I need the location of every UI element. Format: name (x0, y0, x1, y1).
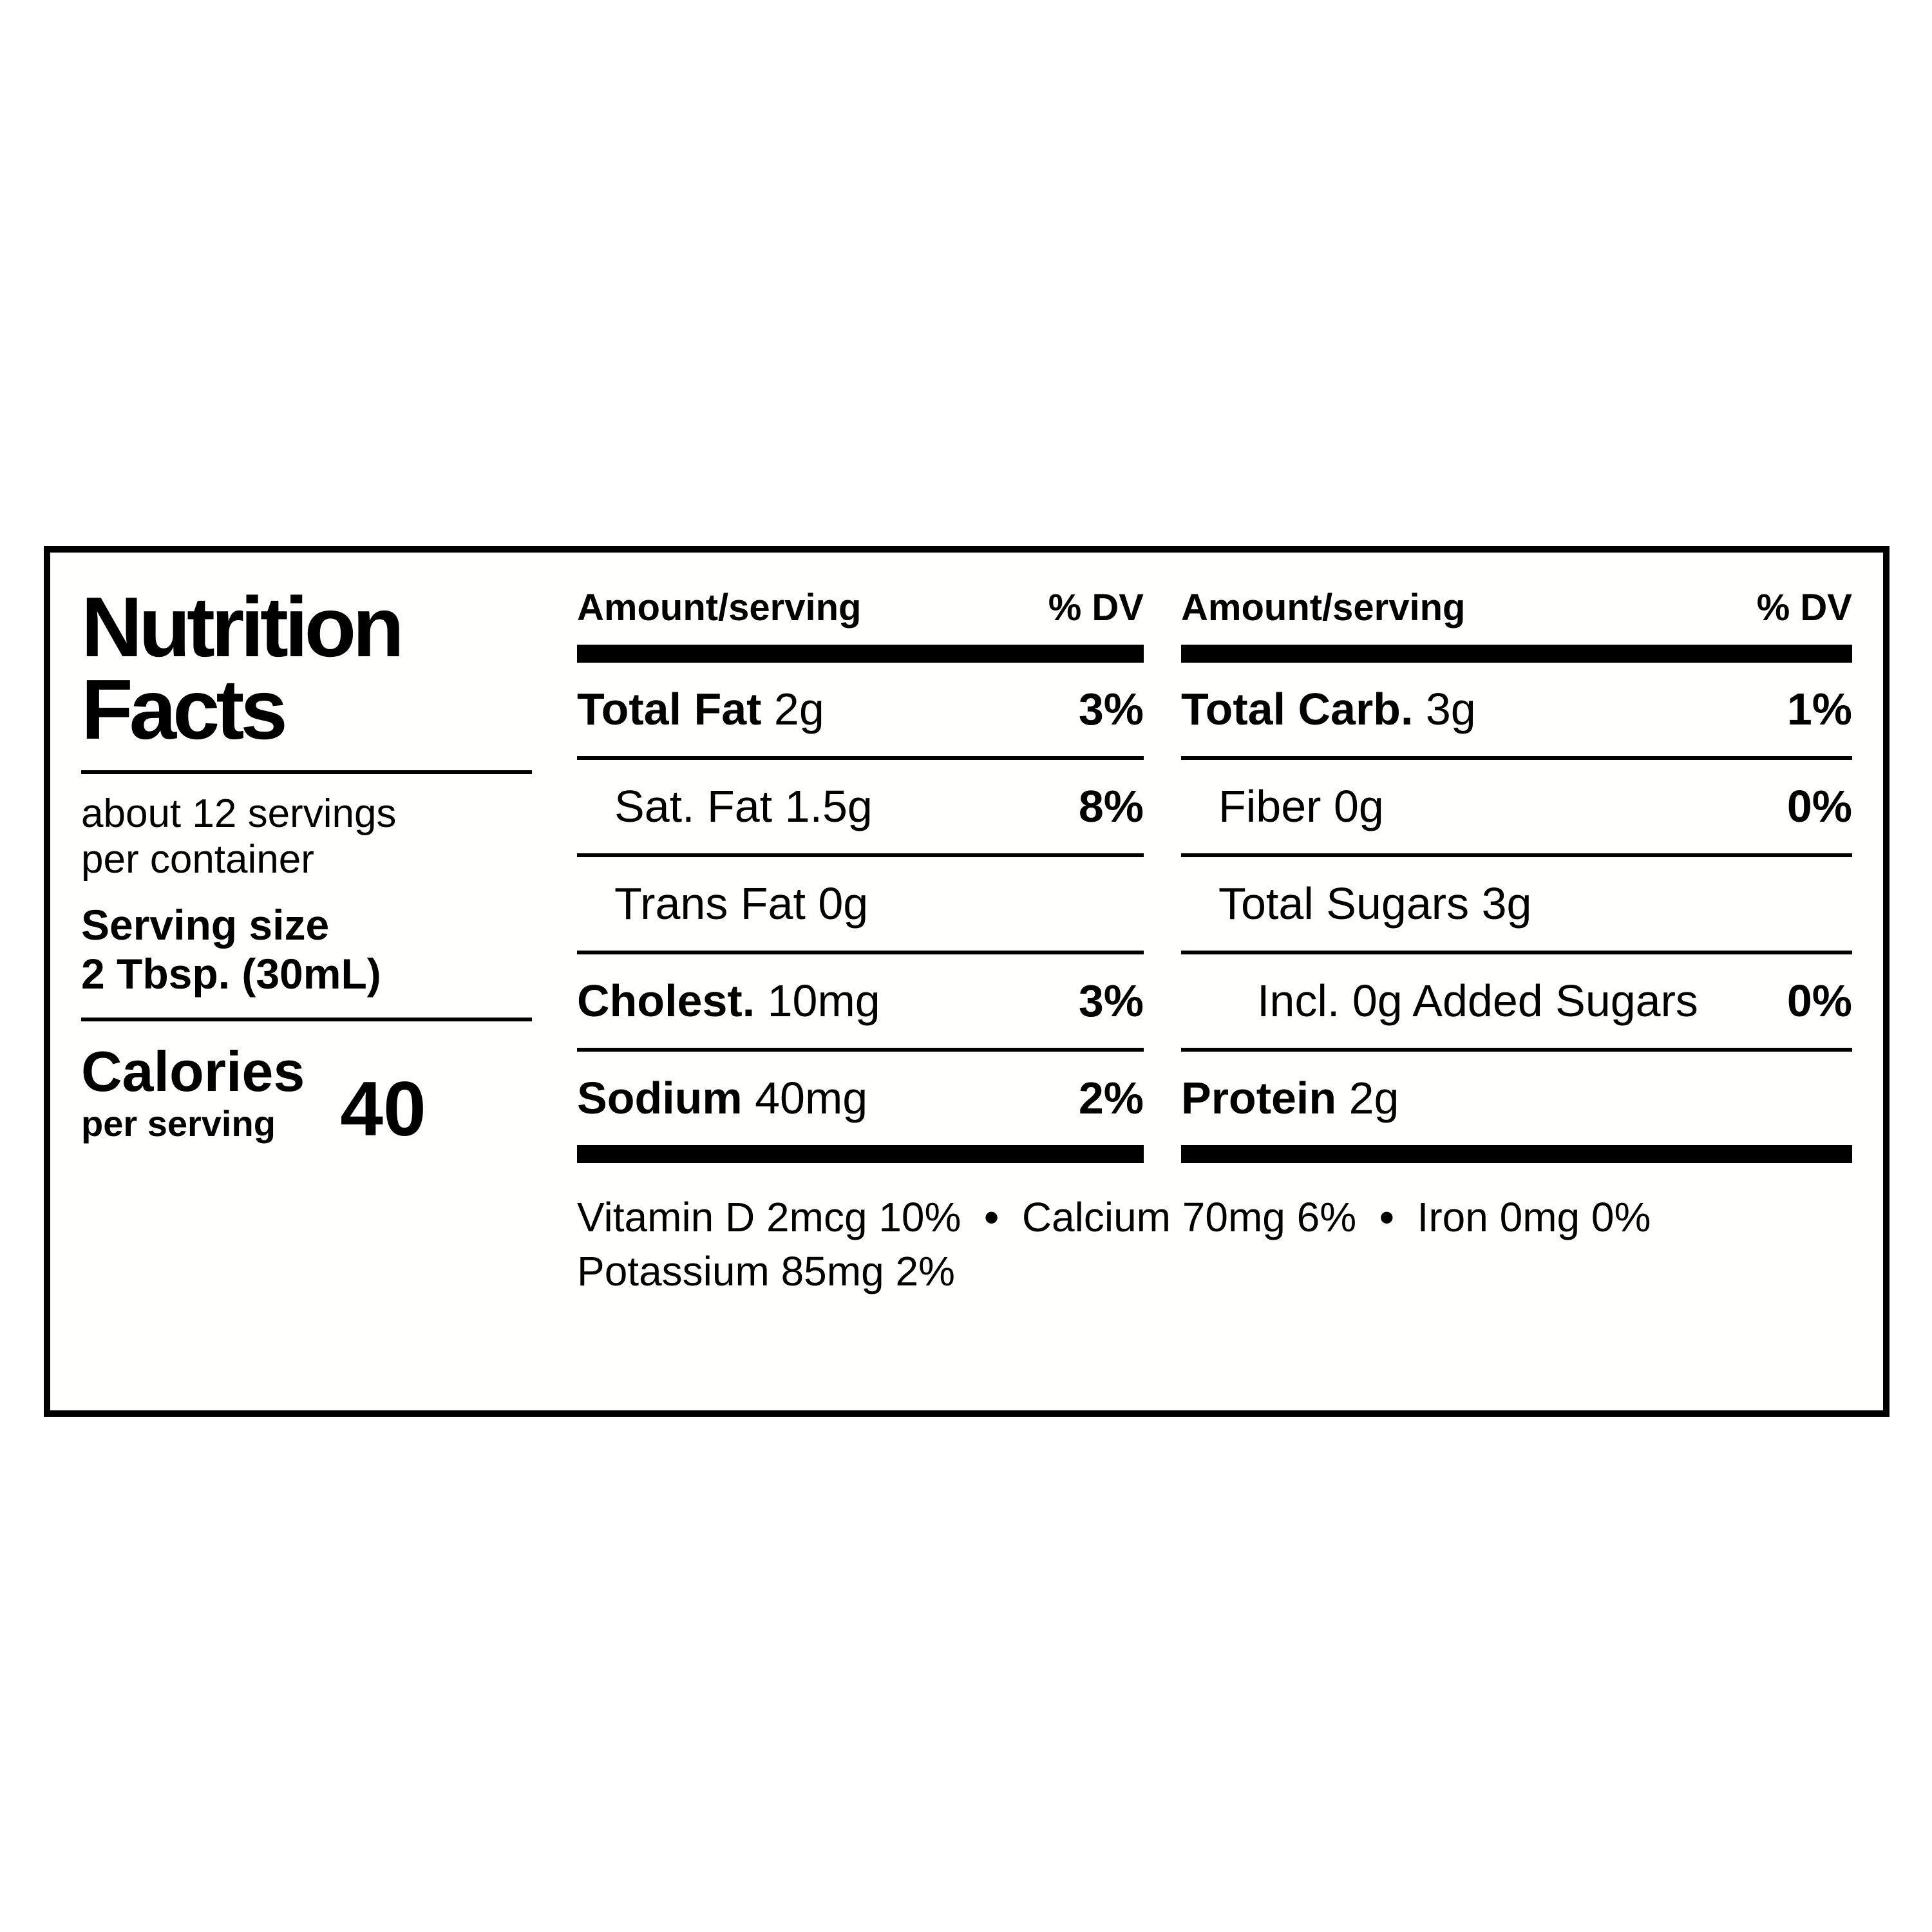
thick-bar-top-right (1181, 645, 1852, 663)
calories-section: Calories per serving 40 (81, 1043, 532, 1153)
row-sodium-text: Sodium 40mg (577, 1074, 867, 1123)
row-protein: Protein 2g (1181, 1048, 1852, 1145)
row-added-sugars: Incl. 0g Added Sugars 0% (1181, 951, 1852, 1048)
amount-serving-header: Amount/serving (1181, 587, 1466, 629)
nutrient-dv: 1% (1786, 684, 1852, 734)
calories-value: 40 (340, 1066, 426, 1153)
row-total-carb-text: Total Carb. 3g (1181, 685, 1476, 734)
row-total-carb: Total Carb. 3g 1% (1181, 663, 1852, 756)
row-fiber-text: Fiber 0g (1181, 782, 1384, 831)
nutrition-facts-title: Nutrition Facts (81, 585, 532, 752)
nutrient-name: Protein (1181, 1073, 1337, 1123)
bullet-separator: • (1379, 1194, 1394, 1240)
dv-header: % DV (1048, 587, 1144, 629)
nutrient-amount: 10mg (767, 976, 880, 1026)
bullet-separator: • (984, 1194, 999, 1240)
thick-bar-top-left (577, 645, 1144, 663)
micronutrients-line1: Vitamin D 2mcg 10% • Calcium 70mg 6% • Iron … (577, 1190, 1852, 1244)
nutrient-amount: 2g (773, 684, 824, 734)
nutrient-amount: 3g (1425, 684, 1476, 734)
nutrient-name: Total Fat (577, 684, 762, 734)
nutrient-dv: 3% (1078, 684, 1144, 734)
row-total-sugars: Total Sugars 3g (1181, 853, 1852, 951)
thick-bar-bottom-right (1181, 1145, 1852, 1163)
row-sat-fat: Sat. Fat 1.5g 8% (577, 756, 1144, 853)
row-total-fat-text: Total Fat 2g (577, 685, 824, 734)
micronutrients-line2: Potassium 85mg 2% (577, 1244, 1852, 1298)
potassium-value: Potassium 85mg 2% (577, 1248, 955, 1295)
nutrient-amount: 0g (818, 878, 869, 929)
row-sodium: Sodium 40mg 2% (577, 1048, 1144, 1145)
nutrient-rows-right: Total Carb. 3g 1% Fiber 0g 0% Total Suga… (1181, 663, 1852, 1145)
title-divider (81, 770, 532, 775)
nutrient-amount: 0g (1333, 781, 1384, 831)
amount-serving-header: Amount/serving (577, 587, 862, 629)
title-line1: Nutrition (81, 580, 404, 674)
nutrient-name: Trans Fat (614, 878, 806, 929)
row-cholesterol-text: Cholest. 10mg (577, 976, 880, 1026)
nutrient-amount: 3g (1481, 878, 1532, 929)
nutrient-dv: 0% (1786, 781, 1852, 831)
nutrient-name: Sodium (577, 1073, 743, 1123)
nutrient-columns: Amount/serving % DV Total Fat 2g 3% Sat.… (577, 586, 1852, 1163)
row-trans-fat-text: Trans Fat 0g (577, 879, 868, 929)
row-fiber: Fiber 0g 0% (1181, 756, 1852, 853)
nutrient-amount: 2g (1349, 1073, 1399, 1123)
servings-line1: about 12 servings (81, 791, 397, 837)
vitamin-d-value: Vitamin D 2mcg 10% (577, 1194, 961, 1240)
nutrient-amount: 40mg (755, 1073, 868, 1123)
row-protein-text: Protein 2g (1181, 1074, 1399, 1123)
row-cholesterol: Cholest. 10mg 3% (577, 951, 1144, 1048)
calories-divider (81, 1018, 532, 1022)
nutrient-dv: 3% (1078, 976, 1144, 1026)
nutrient-name: Total Carb. (1181, 684, 1414, 734)
nutrition-facts-label: Nutrition Facts about 12 servings per co… (44, 546, 1889, 1417)
serving-size-label: Serving size (81, 900, 330, 949)
row-total-sugars-text: Total Sugars 3g (1181, 879, 1531, 929)
nutrient-column-left: Amount/serving % DV Total Fat 2g 3% Sat.… (577, 586, 1144, 1163)
nutrient-dv: 2% (1078, 1073, 1144, 1123)
servings-line2: per container (81, 837, 314, 882)
serving-size-value: 2 Tbsp. (30mL) (81, 949, 381, 998)
serving-size: Serving size 2 Tbsp. (30mL) (81, 901, 532, 999)
column-header-right: Amount/serving % DV (1181, 586, 1852, 645)
nutrient-dv: 0% (1786, 976, 1852, 1026)
nutrient-name: Cholest. (577, 976, 755, 1026)
row-total-fat: Total Fat 2g 3% (577, 663, 1144, 756)
calcium-value: Calcium 70mg 6% (1021, 1194, 1357, 1240)
thick-bar-bottom-left (577, 1145, 1144, 1163)
calories-labels: Calories per serving (81, 1043, 305, 1144)
micronutrients-section: Vitamin D 2mcg 10% • Calcium 70mg 6% • Iron … (577, 1190, 1852, 1299)
label-main-panel: Amount/serving % DV Total Fat 2g 3% Sat.… (577, 586, 1852, 1385)
nutrient-column-right: Amount/serving % DV Total Carb. 3g 1% Fi… (1181, 586, 1852, 1163)
calories-sublabel: per serving (81, 1103, 276, 1144)
nutrient-name: Sat. Fat (614, 781, 773, 831)
dv-header: % DV (1756, 587, 1852, 629)
nutrient-name: Incl. 0g Added Sugars (1257, 976, 1698, 1026)
nutrient-amount: 1.5g (784, 781, 873, 831)
nutrient-name: Total Sugars (1218, 878, 1470, 929)
nutrient-dv: 8% (1078, 781, 1144, 831)
calories-label: Calories (81, 1039, 305, 1104)
row-added-sugars-text: Incl. 0g Added Sugars (1181, 976, 1698, 1026)
title-line2: Facts (81, 662, 288, 757)
column-header-left: Amount/serving % DV (577, 586, 1144, 645)
nutrient-rows-left: Total Fat 2g 3% Sat. Fat 1.5g 8% Trans F… (577, 663, 1144, 1145)
row-trans-fat: Trans Fat 0g (577, 853, 1144, 951)
row-sat-fat-text: Sat. Fat 1.5g (577, 782, 873, 831)
label-left-panel: Nutrition Facts about 12 servings per co… (81, 585, 532, 1385)
nutrient-name: Fiber (1218, 781, 1321, 831)
servings-per-container: about 12 servings per container (81, 791, 532, 883)
iron-value: Iron 0mg 0% (1417, 1194, 1651, 1240)
